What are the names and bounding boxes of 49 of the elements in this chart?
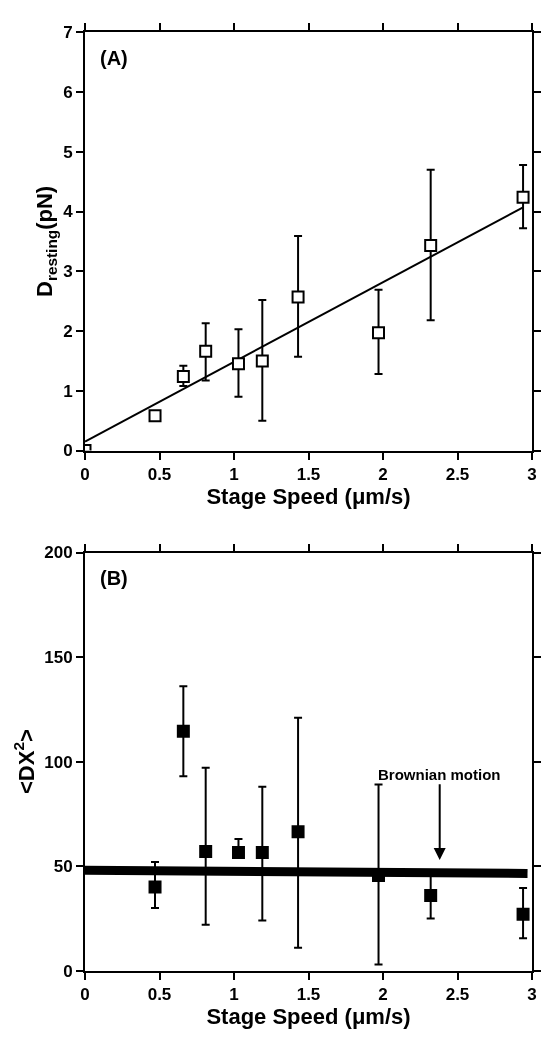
x-tick-label: 2 (378, 985, 388, 1005)
y-tick-label: 6 (63, 82, 73, 102)
point (424, 888, 438, 902)
annotation: Brownian motion (378, 766, 501, 783)
x-tick-label: 0 (80, 985, 90, 1005)
point (516, 190, 530, 204)
x-tick-label: 0 (80, 464, 90, 484)
x-tick-label: 2 (378, 464, 388, 484)
point (291, 290, 305, 304)
y-tick-label: 7 (63, 23, 73, 43)
point (424, 239, 438, 253)
x-axis-title: Stage Speed (μm/s) (206, 1004, 411, 1030)
point (148, 880, 162, 894)
x-tick-label: 1.5 (296, 985, 321, 1005)
y-tick-label: 0 (63, 441, 73, 461)
x-tick-label: 1 (229, 985, 239, 1005)
x-tick-label: 0.5 (147, 464, 172, 484)
y-tick-label: 1 (63, 381, 73, 401)
point (231, 357, 245, 371)
x-tick-label: 3 (527, 464, 537, 484)
y-tick-label: 150 (44, 648, 73, 667)
point (176, 369, 190, 383)
point (199, 845, 213, 859)
point (255, 846, 269, 860)
x-tick-label: 2.5 (445, 464, 470, 484)
y-tick-label: 4 (63, 202, 74, 222)
point (148, 409, 162, 423)
point (199, 344, 213, 358)
x-tick-label: 2.5 (445, 985, 470, 1005)
y-tick-label: 3 (63, 262, 73, 282)
point (231, 846, 245, 860)
y-tick-label: 0 (63, 961, 73, 981)
x-axis-title: Stage Speed (μm/s) (206, 483, 411, 509)
point (255, 354, 269, 368)
point (291, 825, 305, 839)
point (372, 326, 386, 340)
x-tick-label: 1 (229, 464, 239, 484)
x-tick-label: 0.5 (147, 985, 172, 1005)
x-tick-label: 3 (527, 985, 537, 1005)
y-tick-label: 200 (44, 543, 73, 563)
point (516, 907, 530, 921)
x-tick-label: 1.5 (296, 464, 321, 484)
y-tick-label: 5 (63, 142, 73, 162)
y-tick-label: 2 (63, 321, 73, 341)
point (176, 724, 190, 738)
y-tick-label: 50 (53, 857, 73, 877)
text: (B) (100, 567, 128, 589)
y-tick-label: 100 (44, 752, 73, 772)
text: (A) (100, 47, 128, 69)
